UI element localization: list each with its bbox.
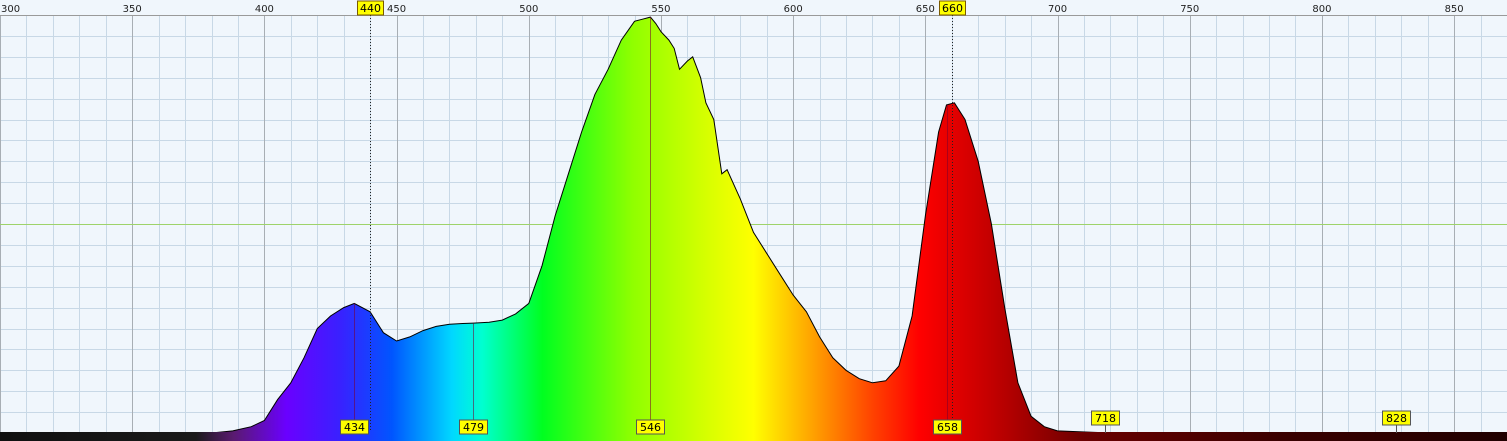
peak-marker-label: 828 [1386, 412, 1407, 425]
x-tick-label: 750 [1180, 4, 1199, 15]
top-markers: 440 660 [357, 0, 966, 16]
peak-markers: 434 479 546 658 718 828 [340, 410, 1411, 435]
x-axis-ticks: 300 350 400 450 500 550 600 650 700 750 800 850 [0, 4, 1507, 441]
x-tick-label: 350 [123, 4, 142, 15]
peak-marker-label: 658 [937, 421, 958, 434]
x-tick-label: 550 [651, 4, 670, 15]
peak-marker-label: 546 [640, 421, 661, 434]
x-tick-label: 450 [387, 4, 406, 15]
top-marker-box[interactable] [357, 0, 384, 16]
top-marker-label: 440 [360, 2, 381, 15]
top-marker-lines [370, 15, 953, 433]
x-tick-label: 500 [519, 4, 538, 15]
peak-marker-label: 479 [463, 421, 484, 434]
x-tick-label: 850 [1445, 4, 1464, 15]
peak-marker-box [340, 419, 369, 435]
major-grid [0, 15, 1507, 433]
top-marker-box[interactable] [939, 0, 966, 16]
peak-lines [354, 17, 948, 433]
peak-marker-label: 718 [1095, 412, 1116, 425]
spectrum-baseline [0, 432, 1507, 441]
peak-marker-box [636, 419, 665, 435]
spectrum-outline [0, 16, 1507, 434]
x-tick-label: 800 [1312, 4, 1331, 15]
x-tick-label: 400 [255, 4, 274, 15]
x-tick-label: 700 [1048, 4, 1067, 15]
spectrum-area [0, 17, 1507, 441]
x-tick-label: 600 [784, 4, 803, 15]
x-tick-label: 650 [916, 4, 935, 15]
x-tick-label: 300 [1, 4, 20, 15]
peak-marker-label: 434 [344, 421, 365, 434]
top-marker-label: 660 [942, 2, 963, 15]
peak-marker-box [933, 419, 962, 435]
peak-marker-box [459, 419, 488, 435]
